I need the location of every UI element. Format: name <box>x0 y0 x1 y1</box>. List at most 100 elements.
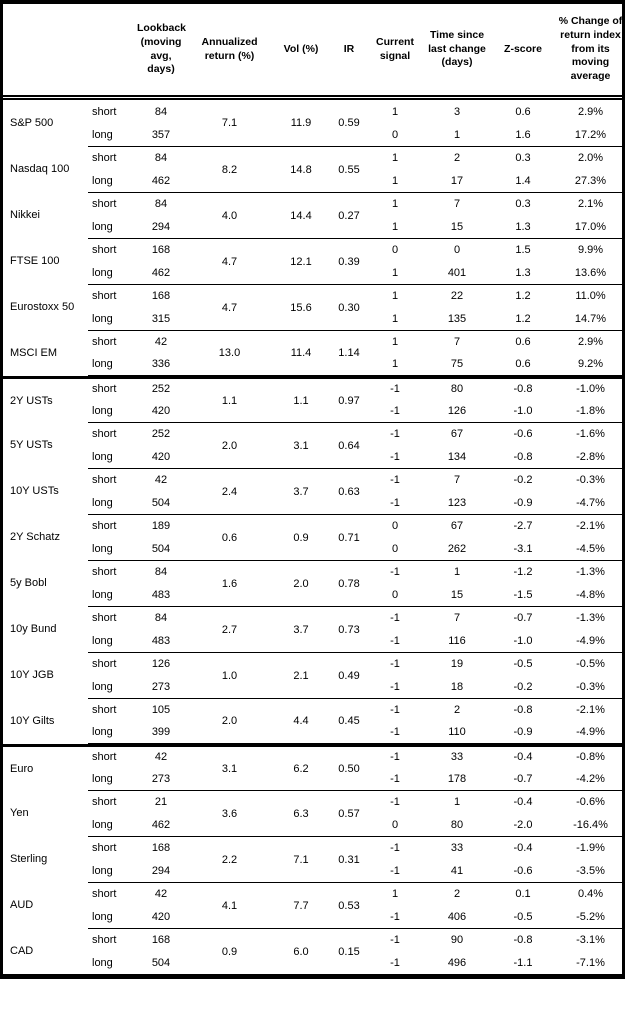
leg-label: short <box>88 284 136 307</box>
vol-value: 3.1 <box>273 422 329 468</box>
time-since-value: 17 <box>450 174 464 187</box>
time-since-value: 19 <box>421 652 493 675</box>
leg-label: short <box>88 238 136 261</box>
current-signal-value: -1 <box>369 652 421 675</box>
lookback-value: 273 <box>151 680 171 693</box>
vol-value: 6.2 <box>273 744 329 790</box>
zscore-value: -0.7 <box>493 606 553 629</box>
leg-label: long <box>92 772 113 785</box>
leg-label: long <box>92 680 113 693</box>
zscore-value: -2.7 <box>493 514 553 537</box>
vol-value: 15.6 <box>273 284 329 330</box>
ir-value: 0.57 <box>329 790 369 836</box>
current-signal-value: 1 <box>391 266 399 279</box>
asset-row-long: long 483 -1 116 -1.0 -4.9% <box>3 629 625 652</box>
ir-value: 0.45 <box>329 698 369 744</box>
pct-change-value: -0.5% <box>553 652 625 675</box>
lookback-value: 21 <box>136 790 186 813</box>
time-since-value: 135 <box>447 312 467 325</box>
current-signal-value: -1 <box>390 910 400 923</box>
asset-row-long: long 483 0 15 -1.5 -4.8% <box>3 583 625 606</box>
lookback-value: 420 <box>151 450 171 463</box>
time-since-value: 2 <box>421 882 493 905</box>
leg-label: long <box>92 818 113 831</box>
current-signal-value: -1 <box>390 680 400 693</box>
current-signal-value: -1 <box>369 928 421 951</box>
lookback-value: 189 <box>136 514 186 537</box>
zscore-value: 0.6 <box>515 105 531 118</box>
zscore-value: 1.2 <box>493 284 553 307</box>
zscore-value: -0.8 <box>513 450 533 463</box>
lookback-value: 168 <box>136 284 186 307</box>
ir-value: 0.63 <box>329 468 369 514</box>
current-signal-value: 0 <box>391 818 399 831</box>
zscore-value: -0.9 <box>493 721 553 744</box>
leg-label: long <box>92 128 113 141</box>
lookback-value: 105 <box>136 698 186 721</box>
current-signal-value: 1 <box>369 353 421 376</box>
current-signal-value: 0 <box>369 238 421 261</box>
leg-label: long <box>92 634 113 647</box>
annualized-return-value: 0.9 <box>186 928 273 974</box>
lookback-value: 315 <box>151 312 171 325</box>
asset-name: AUD <box>10 899 34 911</box>
annualized-return-value: 1.1 <box>186 376 273 422</box>
annualized-return-value: 2.0 <box>186 698 273 744</box>
zscore-value: 1.3 <box>515 266 531 279</box>
lookback-value: 399 <box>136 721 186 744</box>
leg-label: long <box>88 721 136 744</box>
zscore-value: -0.6 <box>493 422 553 445</box>
asset-name: Yen <box>10 807 29 819</box>
time-since-value: 2 <box>421 146 493 169</box>
pct-change-value: 2.9% <box>577 105 604 118</box>
pct-change-value: -4.8% <box>576 588 605 601</box>
vol-value: 12.1 <box>273 238 329 284</box>
zscore-value: 1.4 <box>515 174 531 187</box>
pct-change-value: -16.4% <box>573 818 608 831</box>
zscore-value: -1.0 <box>513 634 533 647</box>
time-since-value: 67 <box>421 514 493 537</box>
momentum-signals-table-frame: Lookback (moving avg, days) Annualized r… <box>0 0 625 979</box>
asset-row-short: Nikkei short 84 4.0 14.4 0.27 1 7 0.3 2.1% <box>3 192 625 222</box>
asset-row-short: S&P 500 short 84 7.1 11.9 0.59 1 3 0.6 2.9% <box>3 100 625 130</box>
pct-change-value: 2.0% <box>553 146 625 169</box>
leg-label: long <box>92 496 113 509</box>
current-signal-value: 0 <box>391 542 399 555</box>
leg-label: short <box>88 560 136 583</box>
pct-change-value: 0.4% <box>553 882 625 905</box>
asset-name: FTSE 100 <box>10 255 60 267</box>
col-header-asset <box>3 4 88 100</box>
asset-row-short: AUD short 42 4.1 7.7 0.53 1 2 0.1 0.4% <box>3 882 625 912</box>
time-since-value: 15 <box>450 220 464 233</box>
asset-name: 2Y USTs <box>3 376 88 422</box>
col-header-lookback: Lookback (moving avg, days) <box>136 4 186 100</box>
current-signal-value: 1 <box>369 192 421 215</box>
lookback-value: 252 <box>136 376 186 399</box>
current-signal-value: -1 <box>369 836 421 859</box>
ir-value: 0.53 <box>329 882 369 928</box>
asset-row-long: long 294 1 15 1.3 17.0% <box>3 215 625 238</box>
pct-change-value: 9.9% <box>553 238 625 261</box>
lookback-value: 336 <box>136 353 186 376</box>
asset-row-long: long 504 0 262 -3.1 -4.5% <box>3 537 625 560</box>
asset-row-short: 10Y Gilts short 105 2.0 4.4 0.45 -1 2 -0.8 -2.1% <box>3 698 625 744</box>
pct-change-value: -1.0% <box>553 376 625 399</box>
time-since-value: 1 <box>453 128 461 141</box>
asset-name: MSCI EM <box>10 347 58 359</box>
zscore-value: -0.2 <box>493 468 553 491</box>
zscore-value: -0.8 <box>493 698 553 721</box>
lookback-value: 483 <box>151 634 171 647</box>
current-signal-value: 1 <box>369 882 421 905</box>
current-signal-value: -1 <box>390 772 400 785</box>
time-since-value: 262 <box>447 542 467 555</box>
asset-row-short: 5Y USTs short 252 2.0 3.1 0.64 -1 67 -0.6 -1.6% <box>3 422 625 452</box>
leg-label: short <box>88 836 136 859</box>
asset-row-long: long 462 0 80 -2.0 -16.4% <box>3 813 625 836</box>
col-header-pct-change: % Change of return index from its moving… <box>553 4 625 100</box>
ir-value: 0.15 <box>329 928 369 974</box>
leg-label: short <box>88 606 136 629</box>
asset-row-long: long 462 1 17 1.4 27.3% <box>3 169 625 192</box>
asset-row-long: long 294 -1 41 -0.6 -3.5% <box>3 859 625 882</box>
lookback-value: 168 <box>136 238 186 261</box>
leg-label: short <box>88 698 136 721</box>
